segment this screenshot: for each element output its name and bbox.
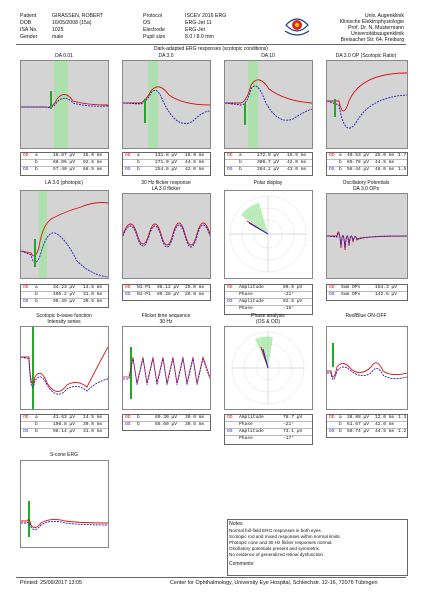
plot-da001 [20, 60, 109, 149]
plot1-title: DA 0.01 [55, 53, 73, 59]
header-divider [16, 44, 406, 45]
footer-center: Center for Ophthalmology, University Eye… [170, 580, 378, 586]
clinic-logo-icon [283, 13, 311, 37]
table-da3: OD a 131.8 µV 18.0 ms b 271.0 µV 44.5 ms OS b 2… [122, 152, 211, 176]
notes-box [227, 519, 408, 576]
plot-flicker [122, 193, 211, 279]
table-intensity: OD a 41.63 µV 14.5 ms b 106.8 µV 30.0 ms OS b 9… [20, 414, 109, 438]
plot-flicker-seq [122, 326, 211, 410]
plot-intensity [20, 326, 109, 410]
plot-onoff [326, 326, 408, 410]
plot9-title: Scotopic b-wave function [36, 313, 92, 319]
plot6-title: 30 Hz flicker response [141, 180, 191, 186]
plot-polar [224, 190, 313, 279]
notes-line-0: Normal full-field ERG responses in both … [229, 528, 322, 533]
notes-title: Notes [229, 521, 243, 527]
table-ratio: OD a 40.53 µV 25.0 ms 1.7 b 69.76 µV 44.5 ms O… [326, 152, 408, 176]
table-phase: OD Amplitude 78.7 µV Phase -21° OS Amplitude… [224, 414, 313, 445]
footer-divider [16, 577, 406, 578]
table-onoff: OD a 38.88 µV 12.0 ms 1.3 b 61.67 µV 42.0 ms O… [326, 414, 408, 438]
plot-da10 [224, 60, 313, 149]
table-flicker-seq: OD b 89.30 µV 30.0 ms OS b 85.60 µV 30.5 ms [122, 414, 211, 431]
table-flicker: OD N1-P1 98.12 µV 25.0 ms OS N1-P1 89.28 µV 26… [122, 284, 211, 301]
plot11-title: Phase analysis [251, 313, 285, 319]
notes-line-1: Scotopic rod and mixed responses within … [229, 534, 341, 539]
plot-ratio [326, 60, 408, 149]
plot3-title: DA 10 [261, 53, 275, 59]
plot10-title: Flicker time sequence [141, 313, 191, 319]
table-da001: OD a 16.87 µV 15.0 ms b 86.06 µV 92.5 ms OS b 5… [20, 152, 109, 176]
plot-ops [326, 193, 408, 279]
plot-phase [224, 326, 313, 410]
comments-label: Comments: [229, 561, 255, 567]
plot13-title: S-cone ERG [49, 452, 79, 458]
notes-line-3: Oscillatory potentials present and symme… [229, 546, 321, 551]
table-da10: OD a 172.9 µV 16.5 ms b 306.7 µV 42.0 ms OS b 2… [224, 152, 313, 176]
plot8-title: Oscillatory Potentials [342, 180, 390, 186]
table-ops: OD Sum OPs 154.3 µV OS Sum OPs 142.6 µV [326, 284, 408, 301]
plot-scone [20, 460, 109, 548]
notes-line-2: Photopic cone and 30 Hz flicker response… [229, 540, 333, 545]
footer-printed: Printed: 25/09/2017 13:05 [20, 580, 83, 586]
notes-line-4: No evidence of generalized retinal dysfu… [229, 552, 325, 557]
table-polar: OD Amplitude 89.9 µV Phase -21° OS Amplitude… [224, 284, 313, 315]
plot-la3 [20, 190, 109, 279]
plot2-title: DA 3.0 [158, 53, 174, 59]
plot7-title: Polar display [253, 180, 283, 186]
plot12-title: Red/Blue ON-OFF [345, 313, 387, 319]
row1-banner: Dark-adapted ERG responses (scotopic con… [154, 46, 268, 52]
plot5-title: LA 3.0 (photopic) [45, 180, 83, 186]
plot-da3 [122, 60, 211, 149]
table-la3: OD a 34.23 µV 14.5 ms b 105.2 µV 31.0 ms OS b 9… [20, 284, 109, 308]
header-left-0: Patient [20, 13, 37, 19]
plot4-title: DA 3.0 OP (Scotopic Ratio) [335, 53, 397, 59]
